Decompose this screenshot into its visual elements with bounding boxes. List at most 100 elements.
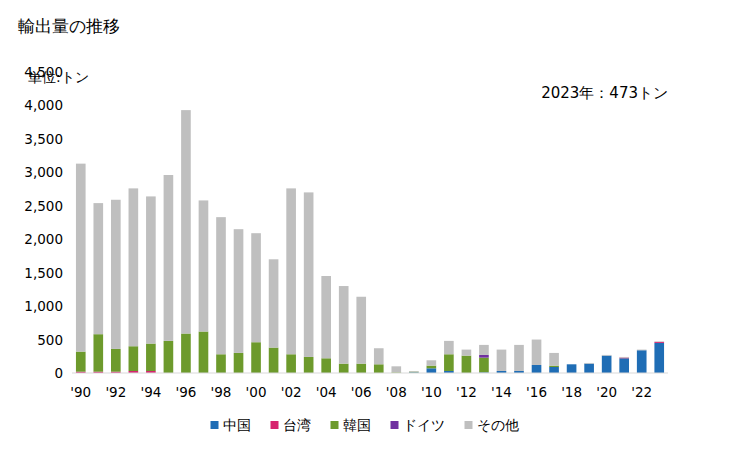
- bar: [602, 355, 612, 356]
- bar: [216, 354, 226, 373]
- x-tick-label: '92: [105, 384, 126, 400]
- y-tick: [68, 205, 72, 206]
- bar: [567, 364, 577, 365]
- bar: [602, 354, 612, 356]
- bar: [146, 344, 156, 371]
- bar: [199, 332, 209, 373]
- bar: [321, 358, 331, 373]
- y-tick: [68, 339, 72, 340]
- bar: [164, 175, 174, 341]
- x-tick-label: '00: [246, 384, 267, 400]
- legend-label: 台湾: [283, 417, 311, 433]
- legend-label: ドイツ: [403, 417, 445, 433]
- y-tick-label: 1,500: [24, 265, 63, 281]
- bar: [444, 341, 454, 354]
- x-tick-label: '18: [561, 384, 582, 400]
- x-tick-label: '90: [70, 384, 91, 400]
- y-tick-label: 2,000: [24, 231, 63, 247]
- legend-label: その他: [477, 417, 519, 433]
- bar: [374, 364, 384, 373]
- y-tick-label: 2,500: [24, 198, 63, 214]
- bar: [619, 356, 629, 358]
- y-tick: [68, 306, 72, 307]
- bar: [479, 345, 489, 355]
- bar: [567, 364, 577, 365]
- bar: [181, 334, 191, 373]
- legend-swatch: [271, 421, 279, 429]
- x-tick-label: '96: [175, 384, 196, 400]
- bar: [479, 355, 489, 358]
- bars: [76, 110, 664, 373]
- bar: [619, 357, 629, 359]
- bar: [304, 357, 314, 373]
- bar: [356, 364, 366, 373]
- bar: [269, 348, 279, 373]
- bar: [637, 350, 647, 351]
- bar: [164, 341, 174, 373]
- y-tick-label: 3,500: [24, 131, 63, 147]
- x-tick-label: '94: [140, 384, 161, 400]
- x-tick-label: '08: [386, 384, 407, 400]
- bar: [584, 363, 594, 364]
- bar: [479, 358, 489, 373]
- bar: [286, 188, 296, 354]
- bar: [654, 341, 664, 342]
- bar: [532, 365, 542, 373]
- y-tick-label: 4,000: [24, 97, 63, 113]
- y-tick: [68, 239, 72, 240]
- bar: [567, 364, 577, 365]
- bar: [444, 354, 454, 371]
- bar: [269, 259, 279, 347]
- annotation: 2023年：473トン: [541, 84, 668, 102]
- legend-swatch: [331, 421, 339, 429]
- y-tick-label: 1,000: [24, 298, 63, 314]
- bar: [339, 364, 349, 373]
- bar: [76, 352, 86, 372]
- bar: [111, 349, 121, 372]
- x-tick-label: '20: [596, 384, 617, 400]
- bar: [286, 354, 296, 373]
- title: 輸出量の推移: [18, 16, 120, 36]
- y-tick: [68, 373, 72, 374]
- bar: [549, 366, 559, 367]
- legend: 中国 台湾 韓国 ドイツ その他: [211, 417, 519, 433]
- bar: [93, 203, 103, 334]
- bar: [549, 367, 559, 373]
- x-axis: [72, 373, 668, 374]
- bar: [619, 357, 629, 358]
- bar: [234, 229, 244, 353]
- bar: [321, 276, 331, 358]
- bar: [427, 366, 437, 369]
- legend-swatch: [211, 421, 219, 429]
- bar: [637, 349, 647, 351]
- x-tick-label: '10: [421, 384, 442, 400]
- bar: [654, 343, 664, 373]
- y-tick-label: 4,500: [24, 64, 63, 80]
- bar: [637, 350, 647, 351]
- bar: [637, 350, 647, 373]
- x-tick-label: '12: [456, 384, 477, 400]
- bar: [584, 363, 594, 364]
- y-tick: [68, 72, 72, 73]
- chart: 輸出量の推移単位:トン2023年：473トン05001,0001,5002,00…: [0, 0, 729, 450]
- legend-label: 中国: [223, 417, 251, 433]
- bar: [602, 356, 612, 373]
- bar: [637, 350, 647, 351]
- bar: [216, 217, 226, 354]
- bar: [602, 355, 612, 356]
- bar: [409, 371, 419, 372]
- bar: [93, 334, 103, 371]
- y-tick-label: 3,000: [24, 164, 63, 180]
- bar: [497, 350, 507, 371]
- bar: [567, 364, 577, 373]
- x-tick-label: '02: [281, 384, 302, 400]
- bar: [304, 192, 314, 357]
- y-tick: [68, 105, 72, 106]
- legend-swatch: [465, 421, 473, 429]
- legend-label: 韓国: [343, 417, 371, 433]
- bar: [602, 355, 612, 356]
- legend-swatch: [391, 421, 399, 429]
- bar: [462, 350, 472, 356]
- x-tick-label: '16: [526, 384, 547, 400]
- bar: [567, 364, 577, 365]
